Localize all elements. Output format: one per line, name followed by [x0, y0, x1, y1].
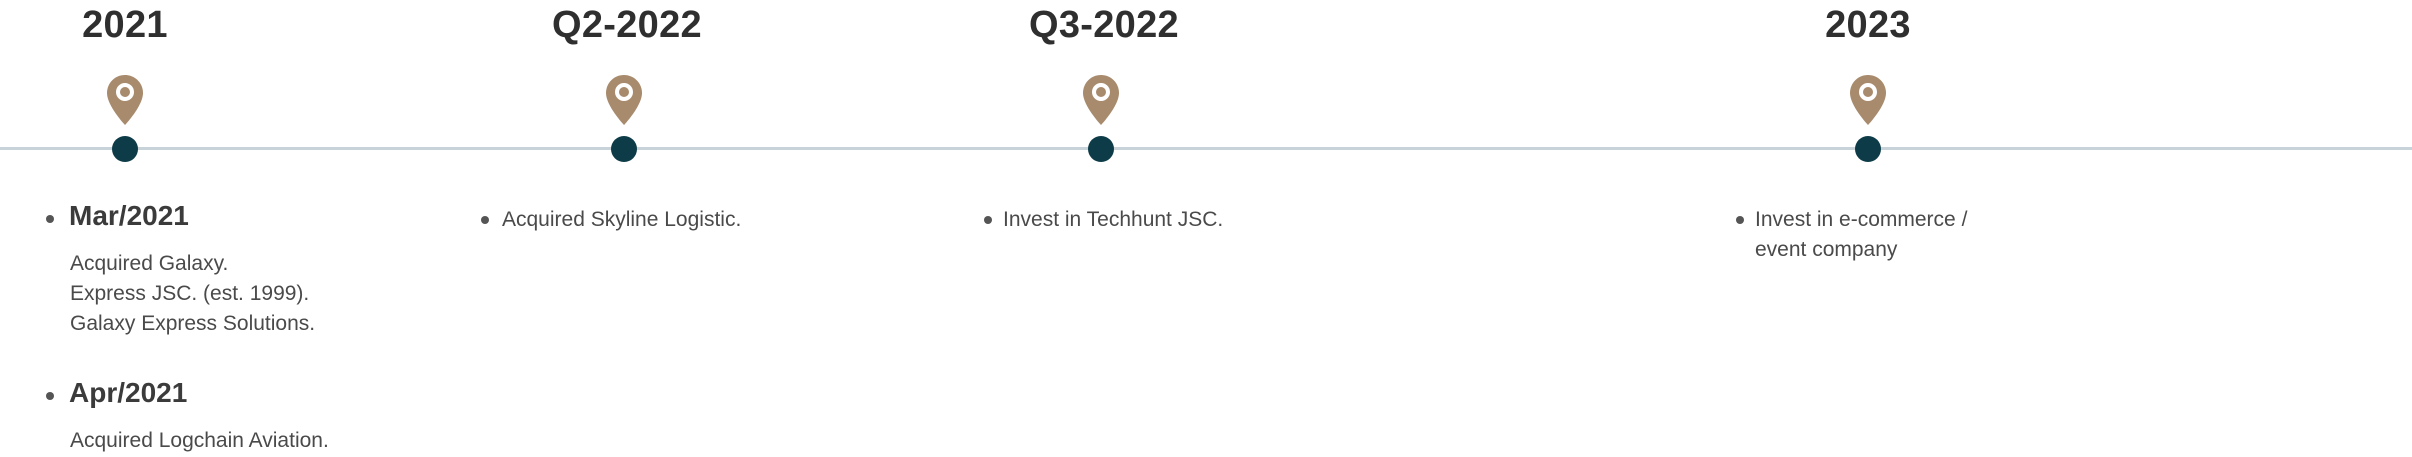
entry-line: Express JSC. (est. 1999). [70, 282, 310, 305]
timeline-dot [112, 136, 138, 162]
entry-line: Acquired Galaxy. [70, 252, 229, 275]
map-pin-icon [107, 75, 143, 125]
timeline-dot [1855, 136, 1881, 162]
timeline-dot [611, 136, 637, 162]
milestone-year-2021: 2021 [82, 4, 168, 46]
bullet [1736, 216, 1744, 224]
bullet [46, 392, 54, 400]
map-pin-icon [1850, 75, 1886, 125]
bullet [481, 216, 489, 224]
milestone-year-q3-2022: Q3-2022 [1029, 4, 1179, 46]
bullet [46, 215, 54, 223]
entry-line: Galaxy Express Solutions. [70, 312, 316, 335]
entry-line: Invest in e-commerce / [1755, 208, 1968, 231]
entry-line: event company [1755, 238, 1898, 261]
entry-line: Acquired Skyline Logistic. [502, 208, 742, 231]
entry-heading: Mar/2021 [69, 200, 189, 231]
entry-line: Acquired Logchain Aviation. [70, 429, 329, 452]
map-pin-icon [606, 75, 642, 125]
entry-heading: Apr/2021 [69, 377, 188, 408]
timeline-axis [0, 147, 2412, 150]
timeline-dot [1088, 136, 1114, 162]
bullet [984, 216, 992, 224]
milestone-year-2023: 2023 [1825, 4, 1911, 46]
map-pin-icon [1083, 75, 1119, 125]
entry-line: Invest in Techhunt JSC. [1003, 208, 1224, 231]
milestone-year-q2-2022: Q2-2022 [552, 4, 702, 46]
